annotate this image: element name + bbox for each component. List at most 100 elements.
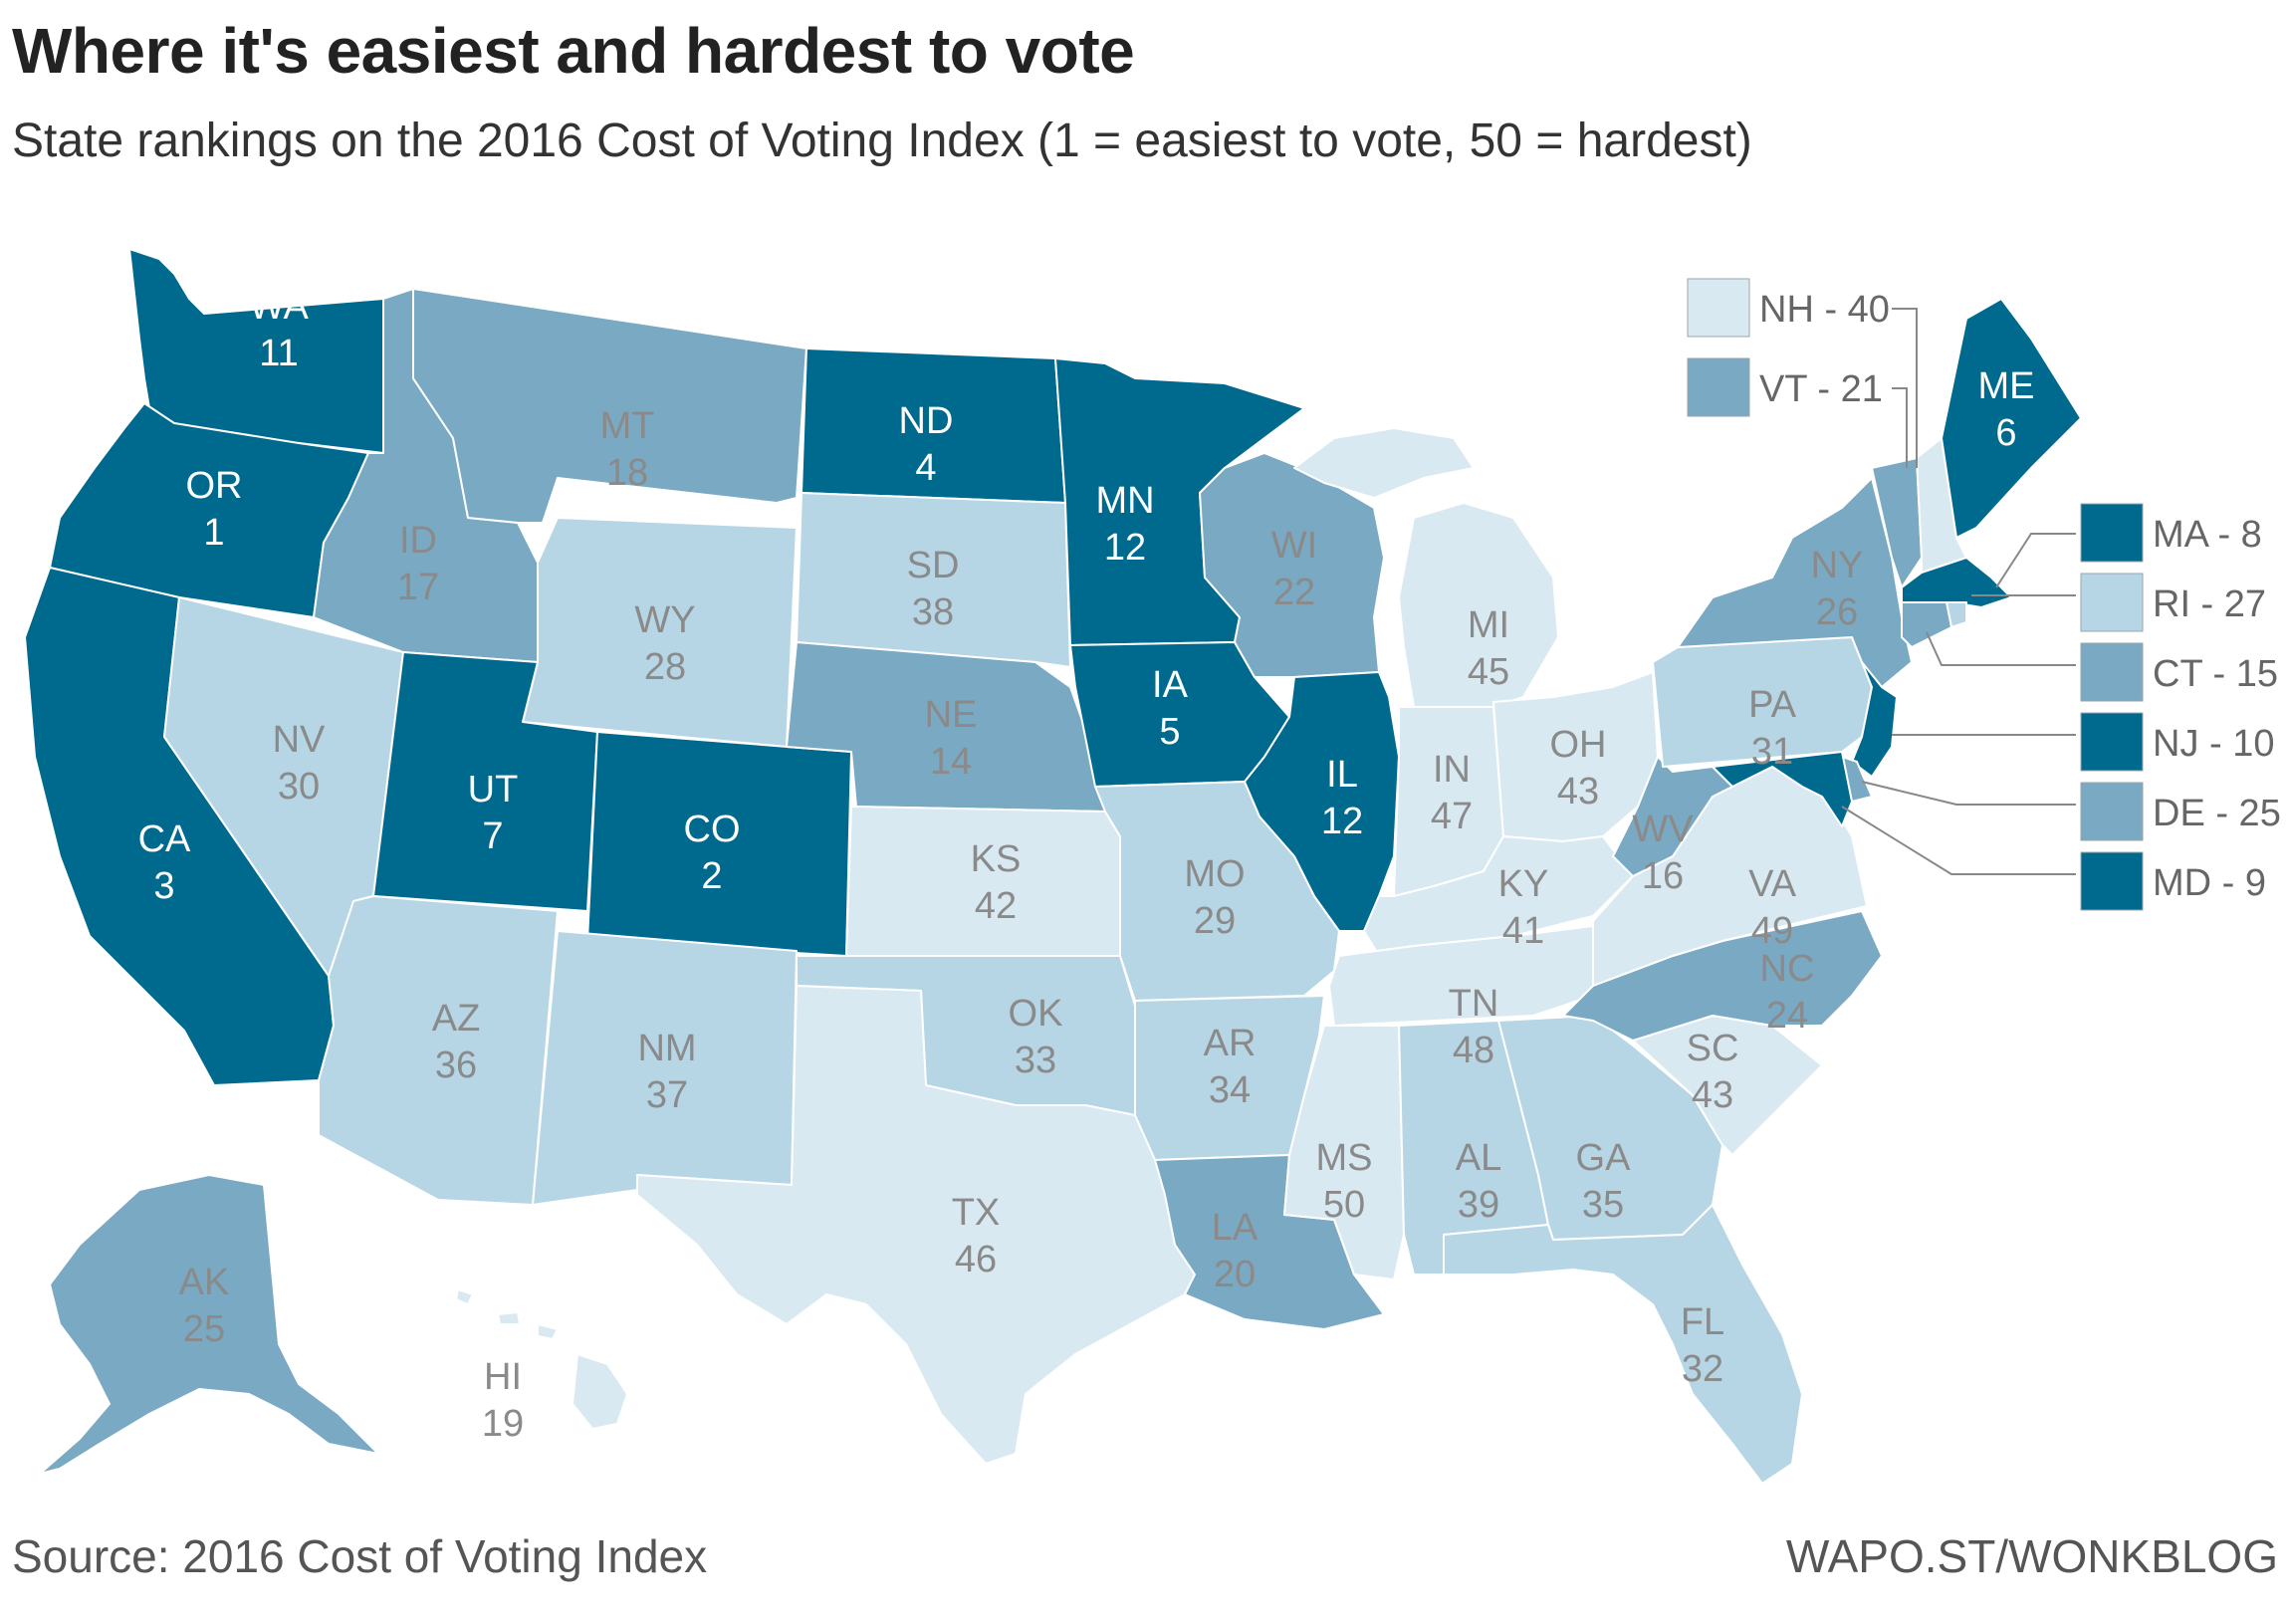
state-abbr: NC [1760,948,1815,990]
state-ct [1901,601,1952,648]
state-ak [39,1174,379,1475]
state-rank: 30 [278,766,320,808]
callout-text: NJ - 10 [2153,723,2274,765]
state-label-il: IL 12 [1321,754,1363,842]
state-nj [1851,661,1898,778]
state-rank: 7 [482,815,503,857]
state-abbr: NE [925,694,978,736]
state-abbr: ID [399,520,437,562]
state-label-mt: MT 18 [600,405,655,494]
state-rank: 3 [153,865,174,907]
state-abbr: WA [249,286,309,328]
state-md [1712,751,1853,827]
state-il [1244,671,1400,932]
credit-note: WAPO.ST/WONKBLOG [1785,1530,2278,1582]
state-rank: 25 [183,1308,225,1350]
state-label-sd: SD 38 [907,545,960,633]
state-abbr: LA [1212,1207,1259,1249]
state-abbr: SC [1687,1028,1739,1069]
callout-ri: RI - 27 [2080,573,2266,632]
state-abbr: IN [1433,749,1471,791]
map-title: Where it's easiest and hardest to vote [12,15,1135,87]
state-vt [1871,457,1923,588]
state-abbr: TN [1449,983,1499,1025]
state-abbr: KS [971,838,1022,880]
state-rank: 32 [1682,1348,1723,1390]
callout-ct: CT - 15 [2080,642,2278,702]
state-abbr: NY [1811,545,1864,586]
state-label-hi: HI 19 [482,1356,524,1445]
state-tx [636,985,1196,1465]
state-abbr: HI [484,1356,522,1398]
state-rank: 46 [955,1239,997,1280]
callout-nj: NJ - 10 [2080,712,2274,772]
state-label-tx: TX 46 [952,1192,1001,1280]
state-abbr: IL [1326,754,1358,796]
state-abbr: TX [952,1192,1001,1234]
state-abbr: AK [179,1262,230,1303]
state-rank: 4 [915,447,936,489]
state-label-mi: MI 45 [1468,604,1509,693]
state-abbr: CO [684,809,741,850]
callout-swatch [2080,573,2144,632]
state-sd [796,492,1071,668]
state-label-ny: NY 26 [1811,545,1864,633]
callout-swatch [1687,278,1750,338]
state-rank: 12 [1104,527,1146,569]
state-label-wy: WY 28 [634,599,695,688]
state-abbr: NM [637,1028,696,1069]
state-rank: 28 [644,646,686,688]
state-label-tn: TN 48 [1449,983,1499,1071]
state-rank: 39 [1458,1184,1499,1226]
state-label-sc: SC 43 [1687,1028,1739,1116]
state-abbr: MS [1316,1137,1373,1179]
state-rank: 48 [1453,1030,1494,1071]
state-label-in: IN 47 [1431,749,1473,837]
callout-md: MD - 9 [2080,851,2266,911]
state-abbr: SD [907,545,960,586]
state-label-ms: MS 50 [1316,1137,1373,1226]
state-abbr: WV [1632,809,1694,850]
state-abbr: AZ [432,998,481,1040]
state-abbr: MN [1095,480,1154,522]
state-rank: 35 [1582,1184,1624,1226]
state-label-ne: NE 14 [925,694,978,783]
state-label-mn: MN 12 [1095,480,1154,569]
state-abbr: MI [1468,604,1509,646]
state-label-ut: UT7 [468,769,519,857]
state-label-or: OR 1 [186,465,243,554]
state-abbr: NV [273,719,326,761]
state-label-ar: AR 34 [1204,1023,1257,1111]
callout-swatch [2080,851,2144,911]
state-rank: 29 [1194,900,1236,942]
callout-swatch [2080,642,2144,702]
state-label-ok: OK 33 [1009,993,1063,1081]
state-rank: 49 [1751,910,1793,952]
state-abbr: UT [468,769,519,811]
state-rank: 45 [1468,651,1509,693]
callout-text: MA - 8 [2153,514,2262,556]
state-label-fl: FL 32 [1681,1301,1724,1390]
state-fl [1443,1204,1803,1485]
state-label-ky: KY 41 [1498,863,1549,952]
state-label-wi: WI 22 [1271,525,1317,613]
state-hi [455,1288,628,1430]
state-abbr: WY [634,599,695,641]
callout-nh: NH - 40 [1687,278,1890,338]
state-label-nc: NC 24 [1760,948,1815,1037]
state-rank: 16 [1642,855,1684,897]
state-label-nd: ND 4 [899,400,954,489]
state-abbr: ND [899,400,954,442]
state-label-ks: KS 42 [971,838,1022,927]
callout-swatch [2080,503,2144,563]
state-rank: 24 [1766,995,1808,1037]
callout-text: MD - 9 [2153,862,2266,904]
state-label-wa: WA 11 [249,286,309,374]
callout-text: NH - 40 [1759,289,1890,331]
state-abbr: OR [186,465,243,507]
state-rank: 12 [1321,801,1363,842]
state-mi-upper [1293,427,1475,499]
callout-vt: VT - 21 [1687,357,1883,417]
map-subtitle: State rankings on the 2016 Cost of Votin… [12,115,1752,167]
